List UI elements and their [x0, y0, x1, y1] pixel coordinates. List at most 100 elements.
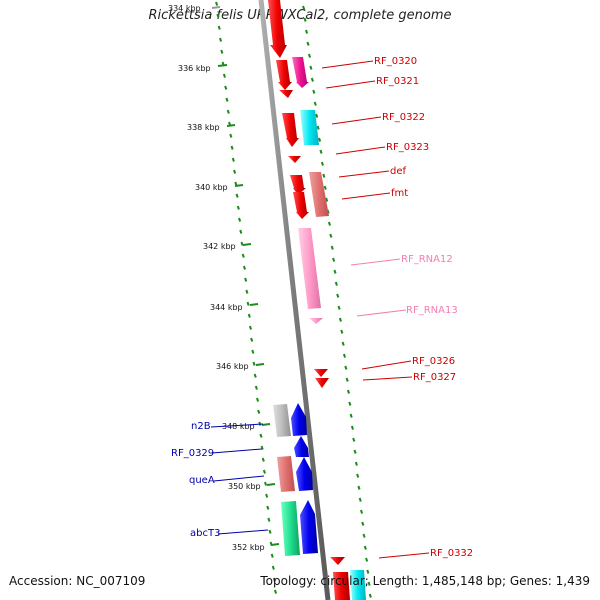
- ruler-minor-tick: [366, 569, 370, 574]
- gene-n2b[interactable]: [273, 404, 291, 437]
- ruler-minor-tick: [267, 517, 271, 522]
- gene-fmt[interactable]: [309, 172, 329, 217]
- gene-def[interactable]: [290, 175, 306, 195]
- ruler-minor-tick: [310, 77, 314, 82]
- ruler-minor-tick: [305, 29, 309, 34]
- gene-rf-rna13[interactable]: [309, 318, 323, 324]
- gene-n2b-blue[interactable]: [291, 403, 307, 436]
- label-fmt[interactable]: fmt: [391, 188, 408, 199]
- ruler-minor-tick: [365, 557, 369, 562]
- label-rf0323[interactable]: RF_0323: [386, 142, 429, 153]
- ruler-minor-tick: [306, 41, 310, 46]
- gene-rf0329[interactable]: [294, 436, 309, 457]
- ruler-label-338: 338 kbp: [187, 123, 220, 132]
- gene-rf0321[interactable]: [292, 57, 309, 88]
- ruler: 334 kbp 336 kbp 338 kbp 340 kbp 342 kbp …: [168, 4, 280, 552]
- label-abct3[interactable]: abcT3: [190, 528, 220, 539]
- label-def[interactable]: def: [390, 166, 407, 177]
- label-rf0321[interactable]: RF_0321: [376, 76, 419, 87]
- label-rf0332[interactable]: RF_0332: [430, 548, 473, 559]
- ruler-minor-tick: [359, 509, 364, 514]
- ruler-label-342: 342 kbp: [203, 242, 236, 251]
- ruler-minor-tick: [230, 145, 234, 150]
- gene-quea-salmon[interactable]: [277, 456, 295, 492]
- ruler-minor-tick: [247, 313, 251, 318]
- ruler-minor-tick: [337, 305, 341, 310]
- ruler-minor-tick: [358, 497, 362, 502]
- ruler-minor-tick: [368, 593, 372, 598]
- gene-cyan-bottom[interactable]: [350, 570, 366, 600]
- gene-rf0327[interactable]: [315, 378, 329, 388]
- ruler-minor-tick: [246, 301, 250, 306]
- genome-backbone: [258, 0, 331, 600]
- label-rf0326[interactable]: RF_0326: [412, 356, 455, 367]
- label-rf0320[interactable]: RF_0320: [374, 56, 417, 67]
- label-rf-rna13[interactable]: RF_RNA13: [406, 305, 458, 316]
- ruler-minor-tick: [344, 365, 348, 370]
- reverse-strand-genes: [273, 403, 318, 556]
- gene-rf-rna12[interactable]: [298, 228, 321, 309]
- ruler-minor-tick: [271, 565, 275, 570]
- gene-rf0326[interactable]: [314, 369, 328, 377]
- ruler-minor-tick: [303, 17, 307, 22]
- ruler-minor-tick: [238, 217, 242, 222]
- ruler-minor-tick: [336, 293, 340, 298]
- gene-abct3[interactable]: [281, 501, 300, 556]
- ruler-minor-tick: [323, 185, 327, 190]
- ruler-minor-tick: [242, 265, 247, 270]
- ruler-minor-tick: [229, 133, 233, 138]
- ruler-dotted-track-inner: [215, 1, 278, 594]
- ruler-minor-tick: [260, 445, 264, 450]
- ruler-minor-tick: [340, 329, 344, 334]
- gene-abct3-blue[interactable]: [300, 500, 318, 554]
- ruler-minor-tick: [253, 373, 257, 378]
- ruler-minor-tick: [273, 589, 278, 594]
- ruler-minor-tick: [250, 337, 254, 342]
- ruler-label-350: 350 kbp: [228, 482, 261, 491]
- label-rf0327[interactable]: RF_0327: [413, 372, 456, 383]
- topology-text: Topology: circular; Length: 1,485,148 bp…: [260, 574, 590, 588]
- ruler-minor-tick: [259, 433, 263, 438]
- ruler-minor-tick: [216, 13, 220, 18]
- ruler-minor-tick: [217, 25, 221, 30]
- label-n2b[interactable]: n2B: [191, 421, 211, 432]
- ruler-minor-tick: [224, 85, 228, 90]
- ruler-minor-tick: [254, 385, 258, 390]
- ruler-minor-tick: [362, 533, 366, 538]
- gene-labels: RF_0320 RF_0321 RF_0322 RF_0323 def fmt …: [171, 56, 473, 559]
- ruler-minor-tick: [240, 241, 244, 246]
- ruler-minor-tick: [309, 65, 313, 70]
- label-rf0322[interactable]: RF_0322: [382, 112, 425, 123]
- gene-def-2[interactable]: [293, 192, 309, 219]
- label-quea[interactable]: queA: [189, 475, 215, 486]
- gene-small[interactable]: [279, 90, 293, 98]
- ruler-minor-tick: [327, 221, 332, 226]
- gene-rf0323[interactable]: [288, 156, 301, 163]
- ruler-minor-tick: [225, 97, 229, 102]
- label-rf0329[interactable]: RF_0329: [171, 448, 214, 459]
- ruler-minor-tick: [322, 173, 326, 178]
- ruler-minor-tick: [233, 169, 237, 174]
- ruler-minor-tick: [270, 553, 274, 558]
- ruler-minor-tick: [239, 229, 243, 234]
- ruler-minor-tick: [268, 529, 272, 534]
- label-rf-rna12[interactable]: RF_RNA12: [401, 254, 453, 265]
- gene-quea[interactable]: [296, 457, 313, 491]
- gene-rf0332-body[interactable]: [333, 572, 350, 600]
- ruler-minor-tick: [330, 245, 334, 250]
- ruler-minor-tick: [354, 461, 358, 466]
- gene-rf0322-left[interactable]: [282, 113, 299, 147]
- ruler-minor-tick: [244, 277, 248, 282]
- gene-rf0320[interactable]: [276, 60, 292, 90]
- ruler-label-336: 336 kbp: [178, 64, 211, 73]
- ruler-minor-tick: [256, 397, 260, 402]
- ruler-minor-tick: [312, 89, 316, 94]
- gene-rf0332[interactable]: [330, 557, 345, 565]
- gene-arrow[interactable]: [268, 0, 287, 58]
- ruler-minor-tick: [302, 5, 306, 10]
- ruler-minor-tick: [318, 137, 322, 142]
- ruler-minor-tick: [261, 457, 265, 462]
- ruler-label-334: 334 kbp: [168, 4, 201, 13]
- ruler-minor-tick: [361, 521, 365, 526]
- gene-rf0322[interactable]: [300, 110, 319, 145]
